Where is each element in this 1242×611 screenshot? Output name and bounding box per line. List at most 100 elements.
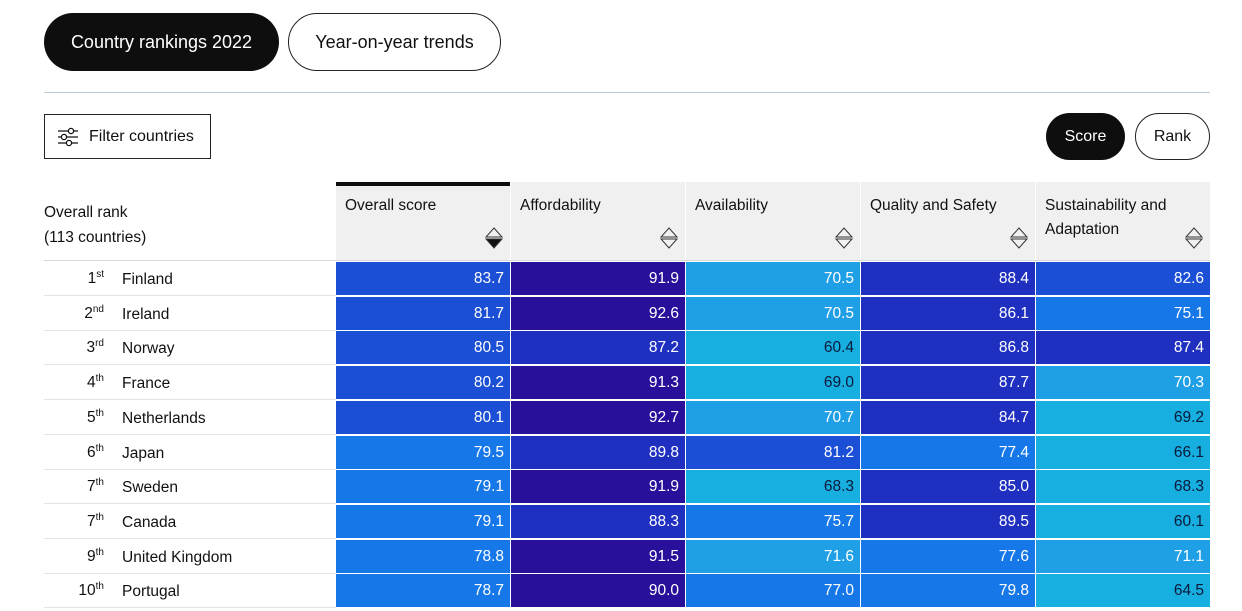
score-cell: 79.8 (861, 574, 1035, 608)
score-cell: 91.9 (511, 470, 685, 504)
country-name: Netherlands (122, 409, 206, 427)
score-cell: 85.0 (861, 470, 1035, 504)
tab-country-rankings[interactable]: Country rankings 2022 (44, 13, 279, 71)
score-cell: 80.2 (336, 366, 510, 400)
table-row: 3rd Norway 80.5 87.2 60.4 86.8 87.4 (0, 331, 1242, 366)
rank-suffix: rd (95, 338, 104, 350)
score-cell: 80.1 (336, 400, 510, 434)
row-divider (44, 329, 336, 331)
country-name: Japan (122, 444, 165, 462)
divider (44, 92, 1210, 93)
rank-suffix: th (95, 511, 104, 523)
rank-toggle[interactable]: Rank (1135, 113, 1210, 160)
column-header-label: Overall score (345, 197, 437, 214)
score-cell: 66.1 (1036, 435, 1210, 469)
score-cell: 90.0 (511, 574, 685, 608)
rank-number: 3rd (44, 338, 104, 357)
score-cell: 70.3 (1036, 366, 1210, 400)
score-cell: 91.5 (511, 539, 685, 573)
country-name: Ireland (122, 305, 170, 323)
rank-number: 7th (44, 477, 104, 496)
column-header-label: Availability (695, 197, 768, 214)
row-divider (44, 468, 336, 470)
sort-icon[interactable] (1010, 226, 1028, 250)
tab-year-on-year-trends[interactable]: Year-on-year trends (288, 13, 501, 71)
rank-number: 1st (44, 269, 104, 288)
rank-value: 2 (84, 304, 93, 322)
column-header-label: Sustainability and Adaptation (1045, 197, 1167, 238)
filter-countries-label: Filter countries (89, 127, 194, 145)
score-cell: 82.6 (1036, 262, 1210, 295)
table-row: 9th United Kingdom 78.8 91.5 71.6 77.6 71.1 (0, 539, 1242, 574)
rank-suffix: th (95, 442, 104, 454)
country-count-label: (113 countries) (44, 229, 147, 246)
column-header-overall-score[interactable]: Overall score (336, 182, 510, 260)
rank-value: 3 (86, 339, 96, 357)
column-header-affordability[interactable]: Affordability (511, 182, 685, 260)
row-divider (44, 503, 336, 505)
column-header-label: Affordability (520, 197, 601, 214)
country-name: Sweden (122, 479, 179, 497)
rank-number: 6th (44, 443, 104, 462)
score-cell: 69.0 (686, 366, 860, 400)
country-name: Norway (122, 340, 175, 358)
score-cell: 83.7 (336, 262, 510, 295)
sort-icon[interactable] (835, 226, 853, 250)
rank-value: 4 (87, 374, 96, 392)
row-divider (44, 295, 336, 296)
table-row: 7th Canada 79.1 88.3 75.7 89.5 60.1 (0, 504, 1242, 539)
rank-number: 4th (44, 373, 104, 392)
row-divider (44, 537, 336, 539)
row-divider (44, 572, 336, 574)
column-header-availability[interactable]: Availability (686, 182, 860, 260)
score-cell: 86.8 (861, 331, 1035, 365)
score-cell: 88.4 (861, 262, 1035, 295)
filter-countries-button[interactable]: Filter countries (44, 114, 211, 159)
score-cell: 91.3 (511, 366, 685, 400)
rank-number: 9th (44, 547, 104, 566)
overall-rank-label: Overall rank (44, 204, 128, 221)
country-name: Canada (122, 513, 177, 531)
score-cell: 87.7 (861, 366, 1035, 400)
score-cell: 87.4 (1036, 331, 1210, 365)
score-cell: 71.1 (1036, 539, 1210, 573)
country-name: Finland (122, 271, 173, 288)
score-cell: 80.5 (336, 331, 510, 365)
rank-value: 7 (87, 512, 96, 530)
rank-number: 10th (44, 581, 104, 600)
sort-descending-icon[interactable] (485, 226, 503, 250)
sort-icon[interactable] (1185, 226, 1203, 250)
row-divider (44, 433, 336, 435)
rank-suffix: th (95, 407, 104, 419)
header-rule (44, 260, 1210, 261)
rank-suffix: th (95, 546, 104, 558)
sort-icon[interactable] (660, 226, 678, 250)
table-row: 7th Sweden 79.1 91.9 68.3 85.0 68.3 (0, 470, 1242, 505)
column-header-sustainability-and-adaptation[interactable]: Sustainability and Adaptation (1036, 182, 1210, 260)
rank-value: 9 (87, 547, 96, 565)
score-cell: 79.1 (336, 504, 510, 538)
rank-value: 10 (78, 582, 96, 600)
score-cell: 89.5 (861, 504, 1035, 538)
country-name: Portugal (122, 583, 180, 601)
country-name: United Kingdom (122, 548, 233, 566)
score-cell: 68.3 (1036, 470, 1210, 504)
score-cell: 64.5 (1036, 574, 1210, 608)
table-row: 10th Portugal 78.7 90.0 77.0 79.8 64.5 (0, 574, 1242, 609)
table-row: 4th France 80.2 91.3 69.0 87.7 70.3 (0, 366, 1242, 401)
rank-suffix: nd (92, 303, 104, 315)
score-cell: 81.7 (336, 296, 510, 330)
score-cell: 87.2 (511, 331, 685, 365)
rank-number: 5th (44, 408, 104, 427)
table-row: 6th Japan 79.5 89.8 81.2 77.4 66.1 (0, 435, 1242, 470)
score-cell: 60.4 (686, 331, 860, 365)
score-cell: 75.1 (1036, 296, 1210, 330)
score-cell: 79.5 (336, 435, 510, 469)
column-header-quality-and-safety[interactable]: Quality and Safety (861, 182, 1035, 260)
rank-suffix: th (95, 373, 104, 385)
table-row: 2nd Ireland 81.7 92.6 70.5 86.1 75.1 (0, 296, 1242, 331)
score-toggle[interactable]: Score (1046, 113, 1125, 160)
score-cell: 75.7 (686, 504, 860, 538)
rank-number: 7th (44, 512, 104, 531)
rank-suffix: th (95, 477, 104, 489)
